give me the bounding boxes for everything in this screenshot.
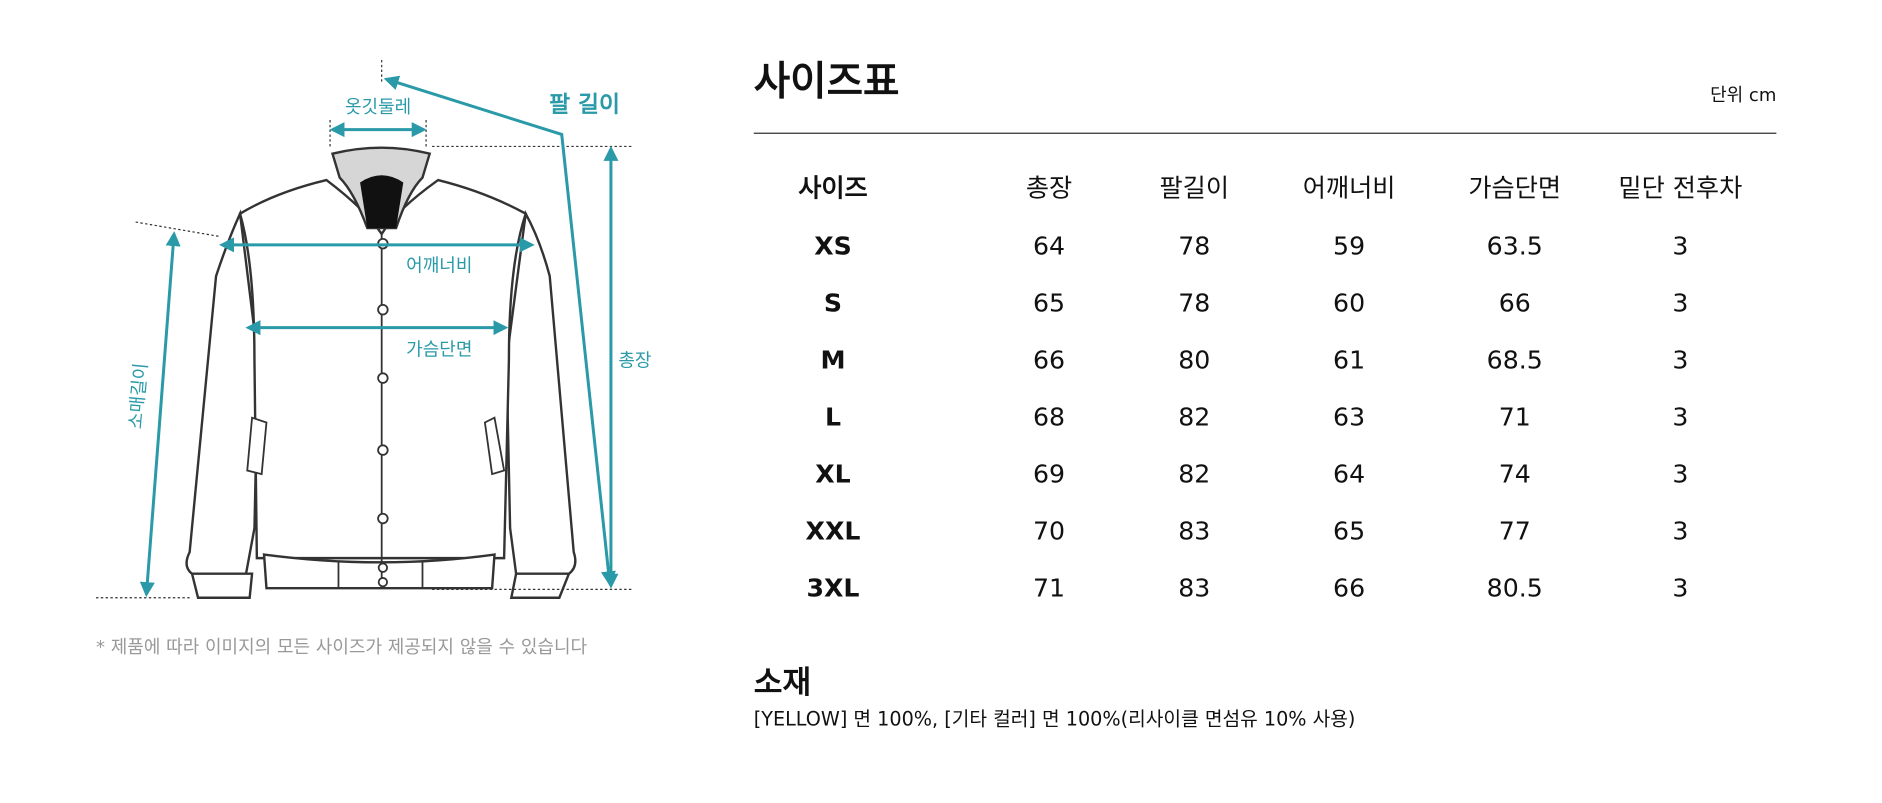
table-cell: 83 [1178, 573, 1210, 602]
table-header: 사이즈 [798, 174, 868, 203]
table-cell: 3 [1672, 231, 1688, 260]
table-cell: 65 [1333, 516, 1365, 545]
size-cell: L [825, 402, 841, 431]
length-label: 총장 [618, 350, 651, 371]
table-cell: 64 [1033, 231, 1065, 260]
table-cell: 3 [1672, 459, 1688, 488]
size-table: 사이즈 총장 팔길이 어깨너비 가슴단면 밑단 전후차 XS 64 78 59 63.5 3 S 65 78… [798, 174, 1742, 603]
table-cell: 3 [1672, 516, 1688, 545]
table-cell: 68 [1033, 402, 1065, 431]
table-cell: 61 [1333, 345, 1365, 374]
table-header: 밑단 전후차 [1618, 174, 1742, 203]
table-cell: 66 [1333, 573, 1365, 602]
table-cell: 71 [1499, 402, 1531, 431]
shoulder-label: 어깨너비 [406, 255, 472, 276]
table-cell: 80.5 [1487, 573, 1543, 602]
size-chart-title: 사이즈표 [754, 59, 900, 105]
table-header: 총장 [1026, 174, 1072, 203]
table-cell: 69 [1033, 459, 1065, 488]
table-cell: 3 [1672, 402, 1688, 431]
jacket-illustration [185, 146, 577, 599]
table-cell: 63.5 [1487, 231, 1543, 260]
table-cell: 64 [1333, 459, 1365, 488]
table-cell: 60 [1333, 288, 1365, 317]
table-cell: 66 [1499, 288, 1531, 317]
measure-guides [96, 60, 633, 599]
table-header: 팔길이 [1159, 174, 1229, 203]
table-cell: 77 [1499, 516, 1531, 545]
note: * 제품에 따라 이미지의 모든 사이즈가 제공되지 않을 수 있습니다 [96, 637, 587, 658]
size-cell: 3XL [806, 573, 859, 602]
table-cell: 82 [1178, 402, 1210, 431]
table-cell: 59 [1333, 231, 1365, 260]
table-cell: 71 [1033, 573, 1065, 602]
size-cell: S [824, 288, 842, 317]
table-cell: 63 [1333, 402, 1365, 431]
table-cell: 3 [1672, 345, 1688, 374]
material-text: [YELLOW] 면 100%, [기타 컬러] 면 100%(리사이클 면섬유… [754, 708, 1356, 731]
table-cell: 3 [1672, 573, 1688, 602]
table-header: 가슴단면 [1468, 174, 1561, 203]
size-cell: XXL [806, 516, 861, 545]
table-cell: 65 [1033, 288, 1065, 317]
arm-label: 팔 길이 [549, 92, 620, 118]
collar-label: 옷깃둘레 [345, 97, 411, 118]
size-cell: XS [814, 231, 852, 260]
table-cell: 68.5 [1487, 345, 1543, 374]
unit: 단위 cm [1710, 85, 1776, 106]
chest-label: 가슴단면 [406, 339, 472, 360]
sleeve-label: 소매길이 [125, 362, 152, 430]
table-cell: 78 [1178, 288, 1210, 317]
table-cell: 74 [1499, 459, 1531, 488]
table-cell: 83 [1178, 516, 1210, 545]
table-cell: 80 [1178, 345, 1210, 374]
table-cell: 3 [1672, 288, 1688, 317]
table-cell: 66 [1033, 345, 1065, 374]
size-cell: XL [815, 459, 850, 488]
table-cell: 70 [1033, 516, 1065, 545]
size-cell: M [820, 345, 845, 374]
table-cell: 78 [1178, 231, 1210, 260]
table-cell: 82 [1178, 459, 1210, 488]
material-title: 소재 [754, 665, 811, 701]
table-header: 어깨너비 [1303, 174, 1396, 203]
